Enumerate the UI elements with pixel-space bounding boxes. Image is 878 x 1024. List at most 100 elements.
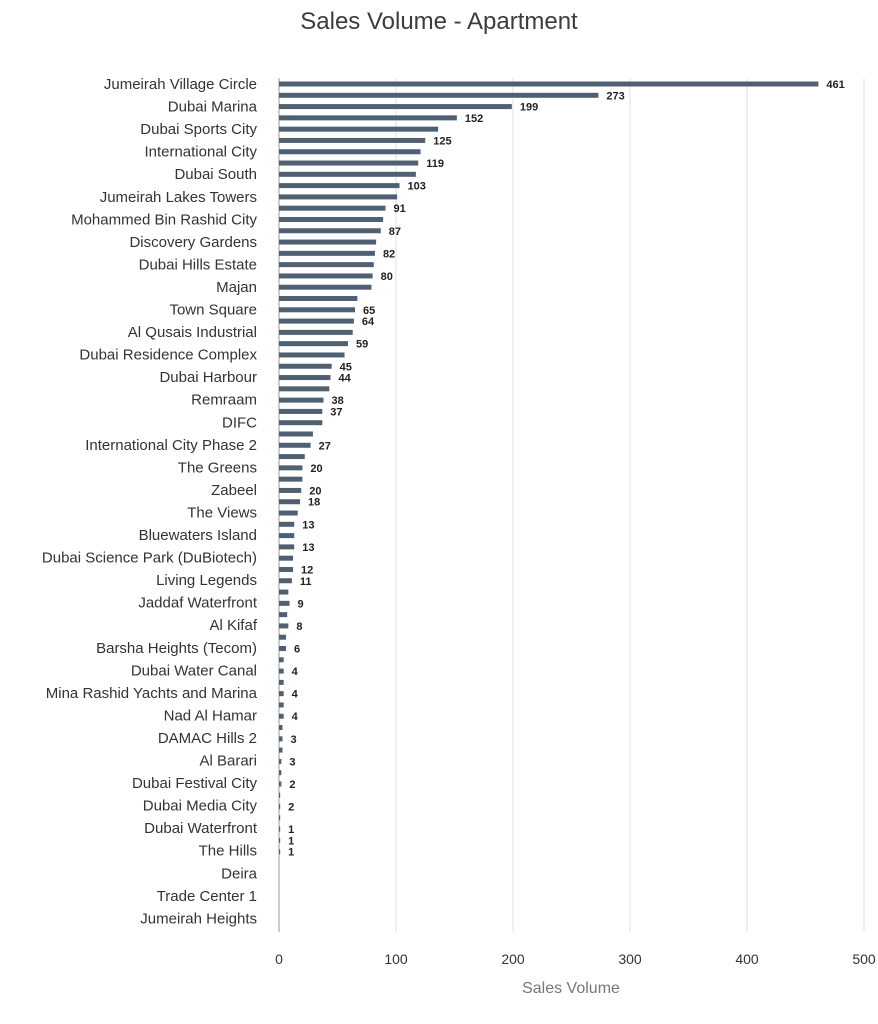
bar <box>279 837 281 843</box>
category-label: Al Barari <box>199 753 257 770</box>
data-label: 65 <box>363 305 375 317</box>
bar <box>279 815 281 821</box>
bar <box>279 284 372 290</box>
data-label: 3 <box>291 734 297 746</box>
bar <box>279 115 457 121</box>
category-label: Mohammed Bin Rashid City <box>71 211 257 228</box>
data-label: 82 <box>383 248 395 260</box>
bar <box>279 487 302 493</box>
data-label: 12 <box>301 564 313 576</box>
category-label: Dubai South <box>174 166 257 183</box>
data-label: 11 <box>300 576 312 588</box>
category-label: Discovery Gardens <box>129 234 257 251</box>
category-label: Dubai Harbour <box>159 369 257 386</box>
data-label: 6 <box>294 644 300 656</box>
bar <box>279 600 290 606</box>
bar <box>279 623 289 629</box>
bar <box>279 566 294 572</box>
bar <box>279 578 292 584</box>
bar <box>279 702 284 708</box>
category-label: Dubai Residence Complex <box>79 347 257 364</box>
bar <box>279 307 356 313</box>
data-label: 2 <box>289 779 295 791</box>
category-label: Jumeirah Heights <box>140 910 257 927</box>
x-tick-label: 200 <box>501 951 525 967</box>
bar <box>279 420 323 426</box>
category-label: Nad Al Hamar <box>164 707 257 724</box>
bar <box>279 544 295 550</box>
x-axis-title: Sales Volume <box>522 980 620 997</box>
bar <box>279 454 305 460</box>
bar <box>279 160 419 166</box>
data-label: 119 <box>426 158 444 170</box>
category-label: Trade Center 1 <box>157 888 257 905</box>
bar <box>279 691 284 697</box>
data-label: 59 <box>356 339 368 351</box>
bar <box>279 341 349 347</box>
data-label: 91 <box>393 203 405 215</box>
bar <box>279 792 281 798</box>
bar <box>279 521 295 527</box>
category-label: DAMAC Hills 2 <box>158 730 257 747</box>
bar <box>279 183 400 189</box>
bar <box>279 770 282 776</box>
bar <box>279 352 345 358</box>
x-tick-label: 500 <box>852 951 876 967</box>
data-label: 1 <box>288 835 294 847</box>
bar <box>279 725 283 731</box>
bar <box>279 442 311 448</box>
category-label: International City Phase 2 <box>85 437 257 454</box>
category-label: Bluewaters Island <box>139 527 257 544</box>
bar <box>279 499 301 505</box>
data-label: 80 <box>381 271 393 283</box>
bar <box>279 747 283 753</box>
category-label: Zabeel <box>211 482 257 499</box>
data-label: 461 <box>826 79 844 91</box>
category-label: The Views <box>187 504 257 521</box>
bar <box>279 408 323 414</box>
bar <box>279 239 377 245</box>
category-label: Al Qusais Industrial <box>128 324 257 341</box>
bar <box>279 533 295 539</box>
data-label: 4 <box>292 666 299 678</box>
category-label: Remraam <box>191 392 257 409</box>
x-tick-label: 100 <box>384 951 408 967</box>
data-label: 27 <box>319 440 331 452</box>
bar <box>279 149 421 155</box>
bar <box>279 589 289 595</box>
bar <box>279 465 303 471</box>
data-label: 45 <box>340 361 352 373</box>
data-label: 38 <box>331 395 343 407</box>
bar <box>279 804 281 810</box>
bar <box>279 262 374 268</box>
data-label: 4 <box>292 689 299 701</box>
bar <box>279 318 354 324</box>
bar <box>279 363 332 369</box>
bar <box>279 194 398 200</box>
x-tick-labels: 0 100 200 300 400 500 <box>275 951 876 967</box>
data-label: 103 <box>408 181 426 193</box>
bar <box>279 386 330 392</box>
data-label: 2 <box>288 802 294 814</box>
category-label: The Hills <box>199 843 257 860</box>
data-label: 20 <box>310 463 322 475</box>
bar <box>279 205 386 211</box>
x-tick-label: 400 <box>735 951 759 967</box>
category-label: Dubai Water Canal <box>131 662 257 679</box>
bar <box>279 137 426 143</box>
bar <box>279 781 282 787</box>
data-label: 9 <box>298 598 304 610</box>
category-label: Dubai Hills Estate <box>139 256 257 273</box>
bar <box>279 92 599 98</box>
category-label: Jumeirah Village Circle <box>104 76 257 93</box>
data-label: 125 <box>433 135 451 147</box>
category-label: Town Square <box>169 302 257 319</box>
category-label: Al Kifaf <box>209 617 257 634</box>
chart-title: Sales Volume - Apartment <box>300 8 578 35</box>
category-label: Deira <box>221 865 258 882</box>
data-label: 20 <box>309 485 321 497</box>
data-label: 273 <box>606 90 624 102</box>
bar <box>279 476 303 482</box>
category-label: DIFC <box>222 414 257 431</box>
